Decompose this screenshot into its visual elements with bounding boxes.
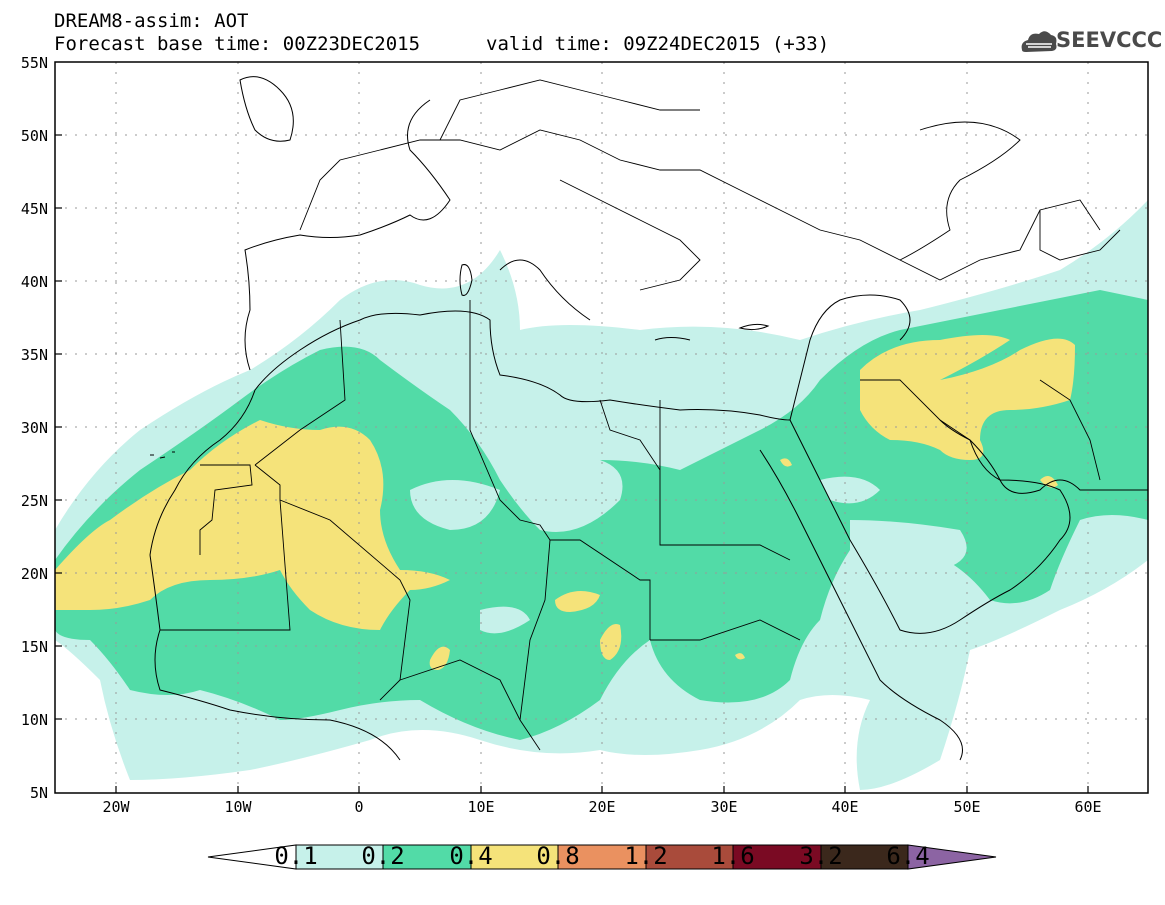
axis-ticks bbox=[55, 134, 1089, 793]
logo-text: SEEVCCC bbox=[1056, 28, 1163, 52]
seevccc-logo bbox=[1021, 31, 1057, 52]
colorbar-over-triangle bbox=[907, 844, 997, 870]
colorbar-bin-1.2 bbox=[645, 844, 734, 870]
lon-label: 10W bbox=[224, 798, 252, 816]
lon-label: 0 bbox=[354, 798, 364, 816]
graticule bbox=[55, 62, 1148, 793]
lat-label: 55N bbox=[20, 54, 48, 72]
valid-time: valid time: 09Z24DEC2015 (+33) bbox=[486, 33, 830, 55]
lon-label: 60E bbox=[1074, 798, 1102, 816]
country-borders bbox=[160, 79, 1121, 751]
colorbar-label: 0.4 bbox=[449, 842, 493, 870]
colorbar-bin-0.2 bbox=[382, 844, 472, 870]
forecast-base-time: Forecast base time: 00Z23DEC2015 bbox=[54, 33, 421, 55]
colorbar-label: 1.6 bbox=[711, 842, 755, 870]
lon-label: 20W bbox=[102, 798, 130, 816]
lat-label: 40N bbox=[20, 273, 48, 291]
lat-label: 35N bbox=[20, 346, 48, 364]
colorbar-label: 1.2 bbox=[624, 842, 668, 870]
sardinia bbox=[459, 264, 473, 296]
lat-label: 20N bbox=[20, 565, 48, 583]
lat-label: 10N bbox=[20, 711, 48, 729]
colorbar-label: 0.1 bbox=[274, 842, 318, 870]
lat-label: 50N bbox=[20, 127, 48, 145]
lat-label: 45N bbox=[20, 200, 48, 218]
lon-label: 10E bbox=[467, 798, 495, 816]
great-britain bbox=[239, 76, 294, 142]
colorbar-label: 3.2 bbox=[799, 842, 843, 870]
lat-label: 5N bbox=[29, 784, 48, 802]
coastlines bbox=[149, 99, 1148, 761]
cyprus bbox=[738, 323, 770, 331]
colorbar-label: 0.8 bbox=[536, 842, 580, 870]
map-title: DREAM8-assim: AOT bbox=[54, 10, 249, 32]
lon-label: 40E bbox=[831, 798, 859, 816]
colorbar-label: 6.4 bbox=[886, 842, 930, 870]
crete bbox=[654, 337, 691, 341]
colorbar bbox=[207, 844, 997, 870]
lat-label: 30N bbox=[20, 419, 48, 437]
lon-label: 20E bbox=[588, 798, 616, 816]
lat-label: 25N bbox=[20, 492, 48, 510]
colorbar-label: 0.2 bbox=[361, 842, 405, 870]
colorbar-bin-0.4 bbox=[470, 844, 559, 870]
colorbar-bin-3.2 bbox=[820, 844, 909, 870]
lon-label: 30E bbox=[710, 798, 738, 816]
aot-level-0.4 bbox=[55, 335, 1075, 670]
lat-label: 15N bbox=[20, 638, 48, 656]
canary-islands bbox=[150, 451, 175, 459]
lon-label: 50E bbox=[953, 798, 981, 816]
colorbar-bin-1.6 bbox=[732, 844, 822, 870]
